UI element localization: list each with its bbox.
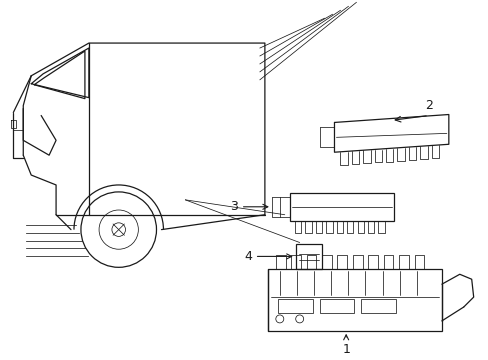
- Bar: [289, 193, 393, 221]
- Text: 4: 4: [244, 250, 291, 263]
- Bar: [277, 299, 312, 313]
- Bar: [295, 244, 321, 269]
- Text: 2: 2: [424, 99, 432, 112]
- Bar: [319, 299, 354, 313]
- Bar: [267, 269, 441, 331]
- Bar: [361, 299, 395, 313]
- Text: 3: 3: [230, 200, 267, 213]
- Text: 1: 1: [342, 335, 349, 356]
